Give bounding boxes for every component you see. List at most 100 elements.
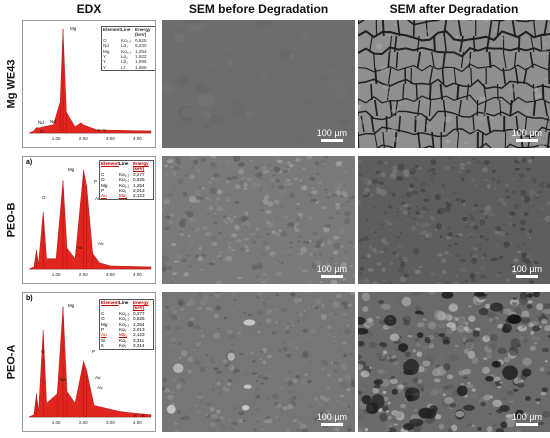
axis-tick-label: 3.00 <box>106 420 115 425</box>
axis-tick-label: 2.00 <box>79 420 88 425</box>
sem-before-column-header: SEM before Degradation <box>188 2 329 16</box>
table-row: Mg Kα₁,₂ 1,254 <box>100 183 153 188</box>
axis-tick-label: 3.00 <box>106 136 115 141</box>
peak-label: Nd <box>38 120 44 125</box>
table-cell: 2,123 <box>133 332 145 338</box>
axis-tick-label: 1.00 <box>52 136 61 141</box>
element-table: Element Line Energy (keV) C Kα₁,₂ 0,277 O Kα₁,₂… <box>99 299 154 350</box>
table-cell: Kα₁,₂ <box>119 321 130 327</box>
table-cell: K <box>101 343 105 349</box>
table-cell: Kα₁,₂ <box>121 48 132 54</box>
table-cell: Mg <box>101 182 108 188</box>
peak-label: Mg <box>68 303 75 308</box>
table-cell: 1,922 <box>135 54 147 60</box>
element-table-header: Element Line Energy (keV) <box>100 300 153 311</box>
edx-spectrum-peo-a: b) 1.00 2.00 3.00 4.00 Mg P O Na Au Au K K Element L… <box>22 292 156 432</box>
table-cell: Lβ₁ <box>121 59 128 65</box>
spectrum-area <box>28 306 152 418</box>
peak-label: K <box>142 413 145 418</box>
axis-tick-label: 4.00 <box>133 272 142 277</box>
table-cell: Kα₁,₂ <box>119 316 130 322</box>
table-cell: Mg <box>103 48 110 54</box>
table-header-cell: Energy (keV) <box>133 161 149 172</box>
table-cell: P <box>101 188 105 194</box>
table-cell: Au <box>101 332 107 338</box>
table-cell: Kα₁ <box>119 337 127 343</box>
scale-bar: 100 µm <box>512 412 542 426</box>
table-cell: Si <box>101 337 106 343</box>
table-cell: O <box>101 177 105 183</box>
edx-column-header: EDX <box>76 2 102 16</box>
table-cell: Au <box>101 193 107 199</box>
table-row: P Kα₁ 2,013 <box>100 327 153 332</box>
peak-label: O <box>41 349 45 354</box>
peak-label: Na <box>60 377 66 382</box>
scale-bar: 100 µm <box>317 128 347 142</box>
element-table-header: Element Line Energy (keV) <box>100 161 153 172</box>
axis-tick-label: 3.00 <box>106 272 115 277</box>
table-cell: 1,254 <box>135 48 147 54</box>
peak-label: Au <box>95 375 101 380</box>
element-table-header: Element Line Energy (keV) <box>102 27 155 38</box>
table-cell: Y <box>103 59 107 65</box>
sem-image-peo-b-after: 100 µm <box>358 156 550 284</box>
scale-bar: 100 µm <box>512 264 542 278</box>
peak-label: Au <box>97 385 103 390</box>
table-cell: 0,525 <box>133 177 145 183</box>
sem-image-peo-b-before: 100 µm <box>162 156 355 284</box>
peak-label: Mg <box>70 26 77 31</box>
table-row: Y Lℓ 1,686 <box>102 65 155 70</box>
table-row: Nd Lα₁ 5,230 <box>102 43 155 48</box>
table-header-cell: Element <box>101 300 119 305</box>
table-cell: 2,013 <box>133 327 145 333</box>
table-header-cell: Energy (keV) <box>133 300 149 311</box>
table-cell: 5,230 <box>135 43 147 49</box>
table-cell: Mα₁ <box>119 193 128 199</box>
table-row: Au Mα₁ 2,123 <box>100 332 153 337</box>
element-table: Element Line Energy (keV) C Kα₁,₂ 0,277 O Kα₁,₂… <box>99 160 154 200</box>
table-row: Mg Kα₁,₂ 1,254 <box>102 49 155 54</box>
table-header-cell: Energy (keV) <box>135 27 151 38</box>
table-header-cell: Line <box>119 300 129 305</box>
table-cell: Mg <box>101 321 108 327</box>
table-row: O Kα₁,₂ 0,525 <box>100 177 153 182</box>
table-cell: 3,311 <box>133 337 145 343</box>
peak-label: P <box>92 349 95 354</box>
table-cell: Kα₁,₂ <box>121 37 132 43</box>
table-header-cell: Line <box>121 27 131 32</box>
peak-label: Mg <box>68 167 75 172</box>
axis-tick-label: 1.00 <box>52 272 61 277</box>
spectrum-area <box>28 28 152 134</box>
table-row: C Kα₁,₂ 0,277 <box>100 172 153 177</box>
table-cell: Lα₁ <box>121 54 128 60</box>
table-cell: 0,525 <box>133 316 145 322</box>
peak-label: P <box>94 179 97 184</box>
table-cell: 1,254 <box>133 321 145 327</box>
peak-label: Au <box>95 196 101 201</box>
table-header-cell: Element <box>103 27 121 32</box>
table-row: K Kα₁ 3,314 <box>100 343 153 348</box>
axis-tick-label: 4.00 <box>133 420 142 425</box>
peak-label: Au <box>77 245 83 250</box>
scale-bar: 100 µm <box>512 128 542 142</box>
table-cell: Kα₁ <box>119 343 127 349</box>
table-cell: Kα₁ <box>119 327 127 333</box>
table-cell: Kα₁,₂ <box>119 310 130 316</box>
table-cell: 0,277 <box>133 171 145 177</box>
scale-bar: 100 µm <box>317 412 347 426</box>
table-row: Mg Kα₁,₂ 1,254 <box>100 322 153 327</box>
table-cell: O <box>103 37 107 43</box>
table-cell: 3,314 <box>133 343 145 349</box>
table-row: O Kα₁,₂ 0,525 <box>102 38 155 43</box>
table-cell: Nd <box>103 43 109 49</box>
table-row: Au Mα₁ 2,123 <box>100 193 153 198</box>
sem-image-mg-we43-before: 100 µm <box>162 20 355 148</box>
table-cell: Lα₁ <box>121 43 128 49</box>
table-cell: 1,686 <box>135 64 147 70</box>
peak-label: O <box>40 129 44 134</box>
edx-spectrum-peo-b: a) 1.00 2.00 3.00 4.00 Mg P O Au Au Au Element Lin… <box>22 156 156 284</box>
table-cell: 2,123 <box>133 193 145 199</box>
